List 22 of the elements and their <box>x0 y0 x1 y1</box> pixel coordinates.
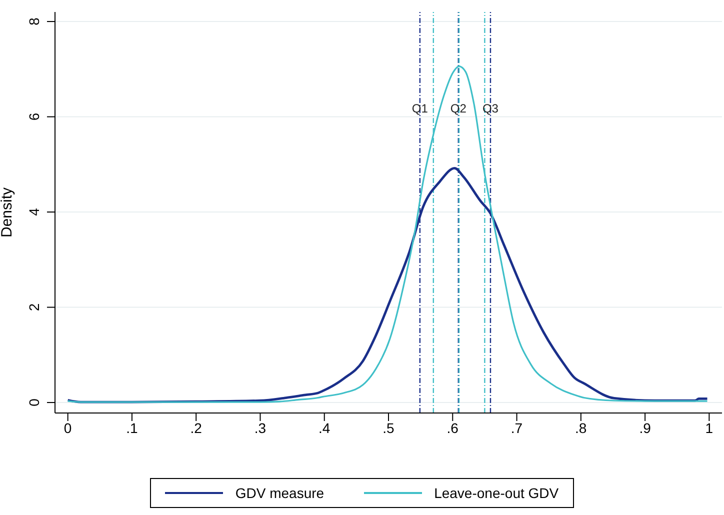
ref-line-label: Q3 <box>482 102 499 116</box>
x-tick-label: 1 <box>705 420 714 436</box>
legend-label: GDV measure <box>235 485 324 501</box>
y-tick-label: 2 <box>26 303 42 312</box>
ref-line-label: Q2 <box>450 102 467 116</box>
x-tick-label: .1 <box>126 420 138 436</box>
x-tick-label: .5 <box>382 420 395 436</box>
x-tick-label: .6 <box>446 420 459 436</box>
y-tick-label: 4 <box>26 208 42 216</box>
x-tick-label: .8 <box>575 420 587 436</box>
y-axis-title: Density <box>0 187 16 238</box>
ref-line-label: Q1 <box>412 102 428 116</box>
x-tick-label: .3 <box>254 420 266 436</box>
x-tick-label: .9 <box>639 420 652 436</box>
y-tick-label: 0 <box>26 398 42 406</box>
legend-label: Leave-one-out GDV <box>434 485 559 501</box>
x-tick-label: 0 <box>64 420 72 436</box>
x-tick-label: .4 <box>318 420 330 436</box>
y-tick-label: 6 <box>26 112 42 121</box>
y-tick-label: 8 <box>26 17 42 26</box>
x-tick-label: .7 <box>510 420 523 436</box>
x-tick-label: .2 <box>190 420 202 436</box>
